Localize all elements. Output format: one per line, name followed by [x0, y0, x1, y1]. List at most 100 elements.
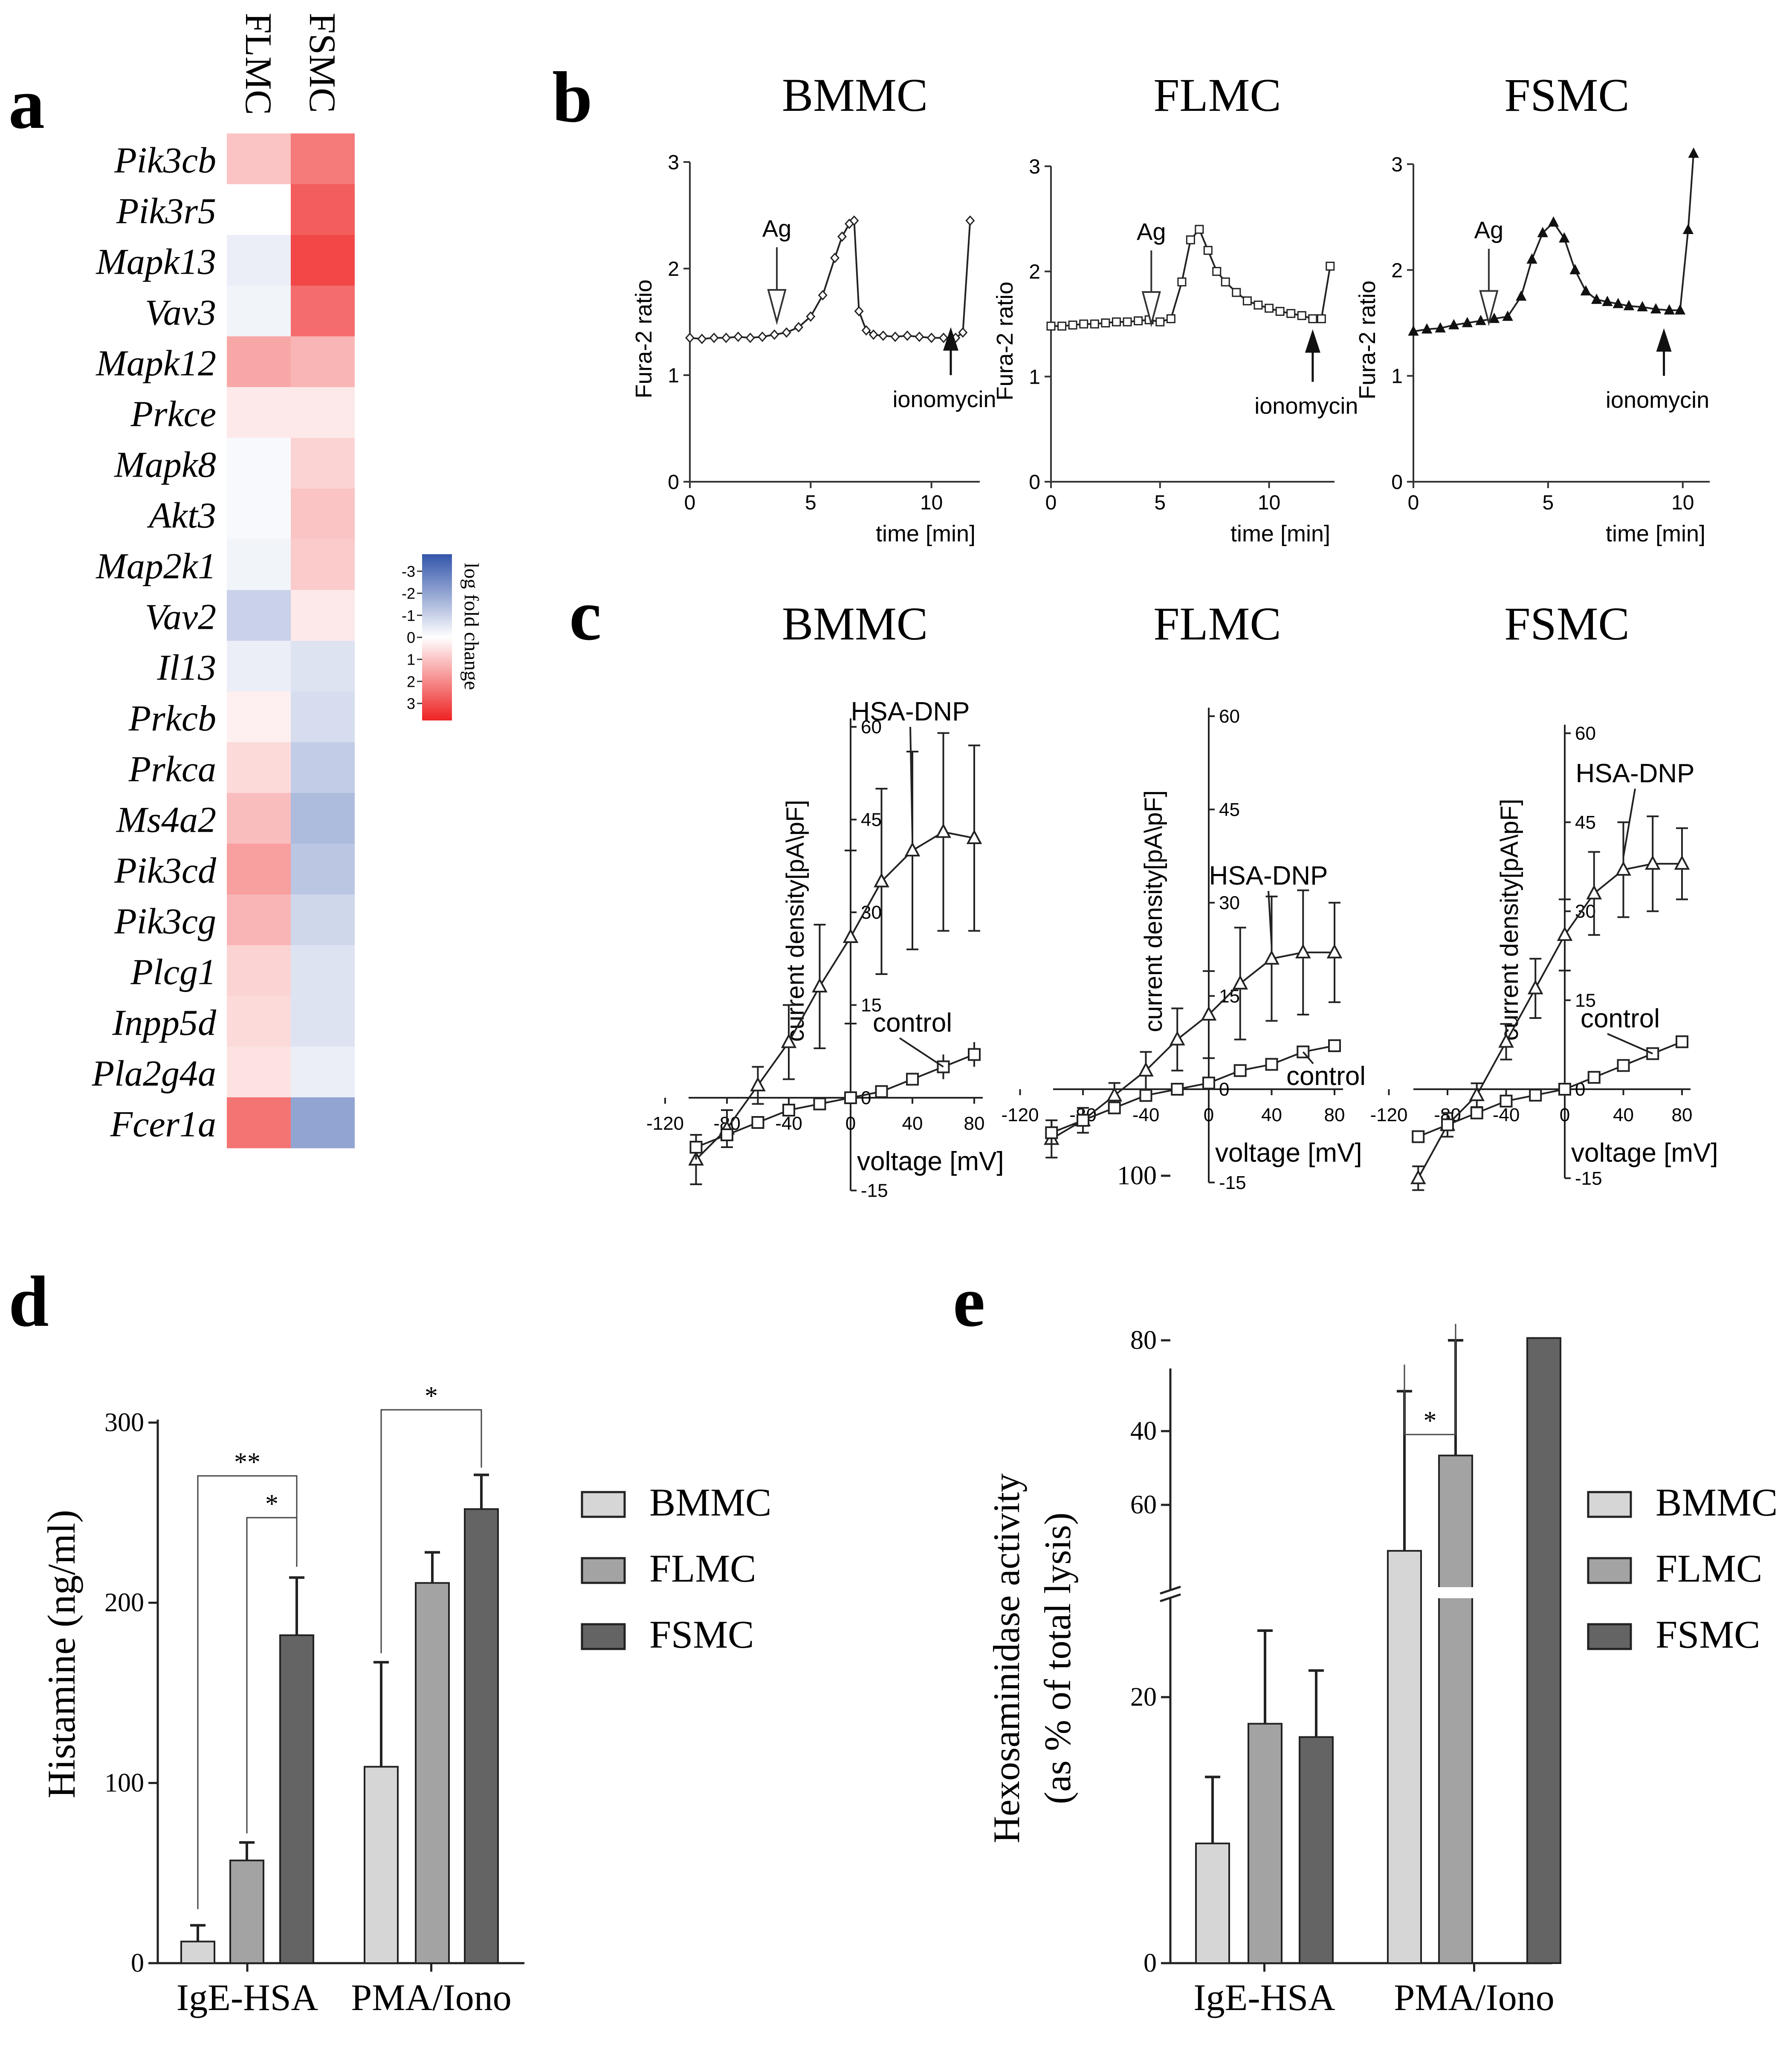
trace-point: [1203, 246, 1213, 255]
trace-point: [1046, 321, 1056, 331]
trace-point: [868, 329, 878, 340]
significance-bracket: [1404, 1324, 1456, 1435]
y-axis-label: Histamine (ng/ml): [40, 1510, 83, 1798]
x-tick-label: 0: [1408, 492, 1419, 514]
heatmap-cell: [227, 742, 291, 793]
heatmap-row-label: Il13: [156, 647, 216, 688]
hsa-dnp-point: [1169, 1031, 1185, 1046]
antigen-arrow-head: [1479, 290, 1499, 327]
y-tick-label: 2: [668, 258, 679, 281]
trace-point: [1602, 295, 1613, 306]
legend-label: BMMC: [1656, 1481, 1778, 1524]
panel-label-d: d: [9, 1261, 49, 1342]
x-tick-label: 80: [1672, 1105, 1693, 1125]
x-axis-label: time [min]: [1230, 521, 1330, 547]
x-tick-label: 5: [1154, 492, 1166, 514]
heatmap-row-label: Fcer1a: [110, 1104, 216, 1145]
control-point: [721, 1128, 733, 1141]
y-tick-label: -15: [1219, 1172, 1246, 1193]
y-tick-label: 0: [1029, 471, 1040, 494]
x-tick-label: 80: [964, 1113, 985, 1134]
trace-point: [1623, 300, 1635, 310]
antigen-arrow-head: [767, 289, 787, 325]
x-axis-label: time [min]: [1606, 521, 1705, 547]
heatmap-row-label: Vav2: [145, 596, 216, 637]
control-leader-line: [899, 1037, 944, 1068]
heatmap-row-label: Mapk13: [95, 241, 216, 282]
category-label: PMA/Iono: [1394, 1977, 1555, 2019]
legend-swatch: [1587, 1491, 1632, 1518]
x-tick-label: 5: [1543, 492, 1554, 514]
trace-point: [861, 325, 871, 336]
histamine-bar-chart: 0 100 200 300 IgE-HSA PMA/Iono BMMC FLMC FSMC His…: [40, 1382, 771, 2019]
trace-point: [915, 331, 924, 342]
trace-point: [938, 333, 949, 343]
heatmap-cell: [291, 489, 355, 540]
heatmap-cell: [291, 539, 355, 590]
bar-bmmc: [1387, 1550, 1422, 1964]
heatmap-row-label: Pik3cg: [114, 901, 216, 942]
trace-point: [709, 333, 719, 343]
colorbar-tick-label: 1: [407, 651, 415, 668]
control-point: [1171, 1083, 1184, 1096]
trace-point: [849, 215, 859, 226]
hsa-dnp-leader-line: [909, 726, 913, 838]
heatmap-cell: [227, 945, 291, 996]
trace-line: [1051, 228, 1331, 327]
trace-point: [1275, 307, 1285, 316]
panel-label-b: b: [552, 57, 593, 137]
y-axis-label: Fura-2 ratio: [992, 281, 1018, 400]
colorbar-label: log fold change: [460, 563, 483, 690]
heatmap-row-label: Prkce: [130, 393, 216, 434]
heatmap-row-label: Pik3r5: [116, 191, 216, 231]
hsa-dnp-point: [1106, 1087, 1123, 1102]
heatmap-row-label: Map2k1: [95, 546, 216, 587]
bar-flmc: [1438, 1455, 1473, 1964]
heatmap-column-label: FLMC: [237, 13, 279, 115]
colorbar-tick-label: 0: [407, 629, 415, 646]
trace-point: [890, 331, 900, 342]
heatmap-cell: [227, 539, 291, 590]
heatmap-cell: [291, 438, 355, 489]
heatmap-cell: [227, 844, 291, 895]
trace-point: [1664, 304, 1675, 315]
x-tick-label: 10: [1258, 492, 1280, 514]
heatmap-row-label: Inpp5d: [112, 1002, 217, 1043]
y-tick-label: 30: [1575, 901, 1596, 922]
hsa-dnp-label: HSA-DNP: [1209, 861, 1328, 891]
heatmap-cell: [291, 184, 355, 235]
control-leader-line: [1607, 1033, 1653, 1055]
hsa-dnp-point: [874, 873, 889, 888]
control-point: [1328, 1039, 1341, 1052]
trace-point: [837, 231, 847, 242]
control-line: [1051, 1044, 1335, 1134]
hsa-dnp-label: HSA-DNP: [851, 697, 970, 726]
hexosaminidase-bar-chart: 0 20 40 60 80 100 IgE-HSA PMA/Iono BMMC FLMC FSMC H…: [986, 1161, 1778, 2019]
trace-point: [793, 322, 804, 333]
hsa-dnp-point: [966, 829, 982, 844]
hsa-dnp-leader-line: [1622, 788, 1636, 857]
trace-point: [1068, 320, 1077, 330]
heatmap-row-label: Pik3cb: [114, 140, 216, 181]
trace-point: [770, 329, 779, 340]
trace-point: [1682, 223, 1694, 234]
x-axis-label: time [min]: [876, 521, 976, 547]
axis-break-mark: [1160, 1585, 1181, 1595]
control-point: [689, 1141, 703, 1154]
subplot-title: FSMC: [1504, 69, 1630, 121]
heatmap-cell: [291, 235, 355, 286]
heatmap-column-label: FSMC: [301, 13, 343, 113]
heatmap-cell: [227, 590, 291, 641]
trace-point: [1212, 267, 1222, 276]
hsa-dnp-point: [1326, 943, 1343, 959]
trace-point: [1090, 319, 1099, 329]
trace-point: [1242, 296, 1252, 306]
control-point: [782, 1104, 795, 1117]
x-axis-label: voltage [mV]: [857, 1147, 1004, 1176]
y-axis-label: Fura-2 ratio: [1355, 281, 1380, 399]
heatmap-row-label: Ms4a2: [116, 799, 216, 840]
y-tick-label: 100: [104, 1768, 144, 1797]
control-point: [1202, 1076, 1215, 1090]
trace-line: [1413, 153, 1695, 333]
trace-point: [1326, 261, 1335, 271]
